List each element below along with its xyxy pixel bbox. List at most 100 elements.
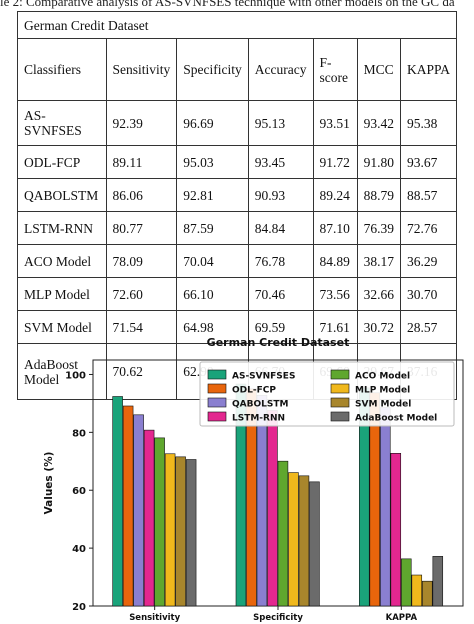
bar-2-6 [422,580,433,607]
classifier-name-cell: AS-SVNFSES [17,100,107,146]
table-cell: 30.72 [356,310,401,344]
table-cell: 80.77 [105,211,178,245]
bar-2-4 [401,558,412,607]
table-cell: 87.10 [312,211,358,245]
table-cell: 92.81 [176,178,249,212]
legend-swatch [207,369,227,380]
table-row: LSTM-RNN 80.77 87.59 84.84 87.10 76.39 72.76 [17,211,458,245]
legend-swatch [207,383,227,394]
legend-swatch [330,411,350,422]
bar-0-0 [112,396,123,607]
table-cell: 91.80 [356,145,401,179]
bar-2-5 [411,574,423,607]
x-tick-label: KAPPA [386,613,418,623]
table-row: QABOLSTM 86.06 92.81 90.93 89.24 88.79 88.57 [17,178,458,212]
table-cell: 73.56 [312,277,358,311]
y-tick-label: 60 [72,486,86,497]
classifier-name-cell: QABOLSTM [17,178,107,212]
table-cell: 93.67 [399,145,458,179]
column-header: Specificity [176,38,249,101]
bar-0-5 [164,453,176,607]
table-cell: 76.78 [247,244,314,278]
table-cell: 78.09 [105,244,178,278]
bar-2-3 [390,453,402,607]
legend-label: QABOLSTM [232,400,288,410]
table-cell: 88.79 [356,178,401,212]
bar-0-3 [143,429,155,607]
table-cell: 95.38 [399,100,458,146]
table-cell: 76.39 [356,211,401,245]
table-cell: 70.04 [176,244,249,278]
bar-0-2 [133,414,144,607]
table-title: German Credit Dataset [17,11,457,39]
x-tick-label: Sensitivity [129,613,180,623]
classifier-name-cell: LSTM-RNN [17,211,107,245]
table-cell: 36.29 [399,244,458,278]
table-cell: 93.45 [247,145,314,179]
table-cell: 96.69 [176,100,249,146]
bar-1-5 [288,472,299,607]
column-header: MCC [356,38,401,101]
table-row: ACO Model 78.09 70.04 76.78 84.89 38.17 36.29 [17,244,458,278]
results-table: German Credit Dataset Classifiers Sensiti… [17,11,458,400]
legend-label: ACO Model [355,372,410,382]
table-cell: 30.70 [399,277,458,311]
chart-title: German Credit Dataset [207,336,350,349]
column-header: KAPPA [399,38,458,101]
table-cell: 28.57 [399,310,458,344]
table-cell: 71.61 [312,310,358,344]
table-cell: 38.17 [356,244,401,278]
y-tick-label: 100 [65,370,86,381]
table-title-row: German Credit Dataset [17,11,457,39]
table-cell: 70.46 [247,277,314,311]
legend-box [199,361,455,427]
classifier-name-cell: SVM Model [17,310,107,344]
table-cell: 32.66 [356,277,401,311]
y-tick-label: 40 [72,544,86,555]
column-header: Sensitivity [105,38,178,101]
bar-1-7 [309,481,320,607]
column-header: F-score [312,38,358,101]
table-cell: 84.89 [312,244,358,278]
table-cell: 89.24 [312,178,358,212]
y-tick-label: 80 [72,428,86,439]
legend-swatch [207,411,227,422]
legend-label: ODL-FCP [232,386,276,396]
table-row: ODL-FCP 89.11 95.03 93.45 91.72 91.80 93.67 [17,145,458,179]
table-cell: 87.59 [176,211,249,245]
table-caption: le 2: Comparative analysis of AS-SVNFSES… [0,0,455,9]
bar-1-4 [277,460,289,607]
table-row: AS-SVNFSES 92.39 96.69 95.13 93.51 93.42 95.38 [17,100,458,146]
table-cell: 95.13 [247,100,314,146]
bar-1-3 [267,410,278,607]
table-cell: 72.76 [399,211,458,245]
table-row: SVM Model 71.54 64.98 69.59 71.61 30.72 28.57 [17,310,458,344]
table-cell: 93.42 [356,100,401,146]
table-cell: 95.03 [176,145,249,179]
table-cell: 90.93 [247,178,314,212]
column-header: Classifiers [17,38,107,101]
table-row: MLP Model 72.60 66.10 70.46 73.56 32.66 30.70 [17,277,458,311]
y-tick-label: 20 [72,602,86,613]
table-cell: 89.11 [105,145,178,179]
table-header-row: Classifiers Sensitivity Specificity Accurac… [17,38,458,101]
table-cell: 70.62 [105,343,178,400]
table-cell: 88.57 [399,178,458,212]
table-cell: 66.10 [176,277,249,311]
bar-1-6 [298,475,310,607]
classifier-name-cell: ACO Model [17,244,107,278]
legend-swatch [330,397,350,408]
legend-swatch [330,369,350,380]
table-cell: 84.84 [247,211,314,245]
y-axis-label: Values (%) [43,452,55,515]
classifier-name-cell: ODL-FCP [17,145,107,179]
table-cell: 86.06 [105,178,178,212]
bar-2-7 [432,556,444,607]
x-tick-label: Specificity [253,613,303,623]
legend-swatch [330,383,350,394]
legend-swatch [207,397,227,408]
table-cell: 64.98 [176,310,249,344]
bar-0-7 [185,459,197,607]
bar-1-2 [256,394,268,607]
table-cell: 72.60 [105,277,178,311]
